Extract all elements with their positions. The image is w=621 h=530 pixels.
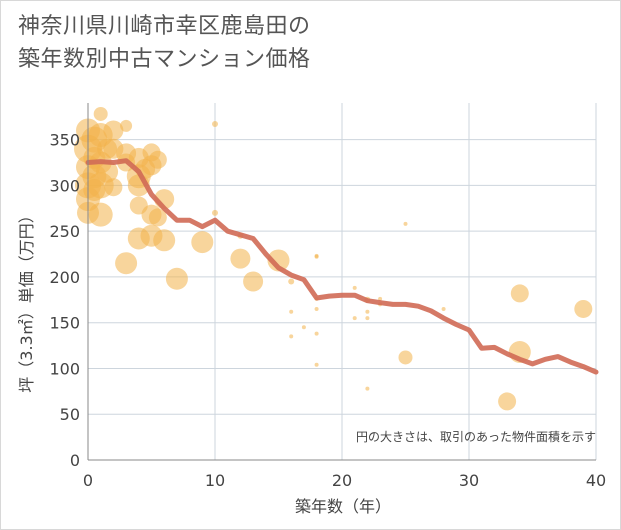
scatter-point: [289, 309, 294, 314]
scatter-point: [378, 296, 383, 301]
scatter-point: [403, 221, 408, 226]
x-tick-label: 20: [332, 471, 352, 490]
scatter-point: [153, 229, 176, 252]
scatter-point: [230, 248, 251, 269]
chart-title: 神奈川県川崎市幸区鹿島田の 築年数別中古マンション価格: [18, 10, 311, 76]
y-axis-label: 坪（3.3㎡）単価（万円）: [17, 207, 36, 392]
scatter-point: [115, 252, 138, 275]
y-tick-label: 300: [49, 176, 80, 195]
scatter-point: [288, 278, 295, 285]
x-axis-label: 築年数（年）: [295, 497, 391, 516]
scatter-point: [510, 284, 529, 303]
scatter-point: [365, 316, 370, 321]
x-tick-label: 30: [459, 471, 479, 490]
chart-title-line-1: 神奈川県川崎市幸区鹿島田の: [18, 14, 311, 39]
axes: [87, 103, 596, 461]
scatter-point: [93, 106, 108, 121]
scatter-point: [120, 119, 133, 132]
scatter-point: [267, 249, 290, 272]
y-tick-label: 100: [49, 359, 80, 378]
scatter-point: [148, 150, 167, 169]
scatter-point: [96, 160, 119, 183]
scatter-point: [289, 334, 294, 339]
x-tick-label: 0: [83, 471, 93, 490]
chart-title-line-2: 築年数別中古マンション価格: [18, 47, 311, 72]
scatter-point: [314, 331, 319, 336]
bubbles: [74, 106, 593, 411]
y-tick-label: 50: [60, 405, 80, 424]
scatter-point: [212, 121, 218, 128]
scatter-point: [191, 231, 214, 254]
scatter-point: [352, 285, 357, 290]
scatter-point: [301, 325, 306, 330]
scatter-point: [314, 362, 319, 367]
x-tick-label: 10: [205, 471, 225, 490]
scatter-point: [398, 350, 413, 365]
y-tick-label: 150: [49, 314, 80, 333]
scatter-point: [314, 254, 319, 259]
scatter-point: [103, 120, 124, 141]
trend-line: [85, 158, 599, 375]
scatter-point: [243, 271, 264, 292]
scatter-point: [104, 178, 123, 197]
y-tick-label: 250: [49, 222, 80, 241]
y-tick-label: 0: [70, 451, 80, 470]
scatter-point: [441, 306, 446, 311]
y-tick-label: 350: [49, 131, 80, 150]
scatter-point: [212, 209, 218, 216]
scatter-point: [165, 267, 188, 290]
scatter-point: [148, 208, 167, 227]
trend-line-group: [85, 158, 599, 375]
scatter-point: [498, 392, 517, 411]
scatter-point: [314, 306, 319, 311]
scatter-point: [88, 202, 113, 227]
scatter-point: [365, 386, 370, 391]
scatter-point: [574, 299, 593, 318]
x-tick-label: 40: [586, 471, 606, 490]
y-tick-label: 200: [49, 268, 80, 287]
scatter-point: [365, 309, 370, 314]
tick-labels: 0 10 20 30 40 0 50 100 150 200 250 300 350: [49, 131, 606, 490]
size-note: 円の大きさは、取引のあった物件面積を示す: [356, 429, 596, 444]
scatter-point: [352, 316, 357, 321]
